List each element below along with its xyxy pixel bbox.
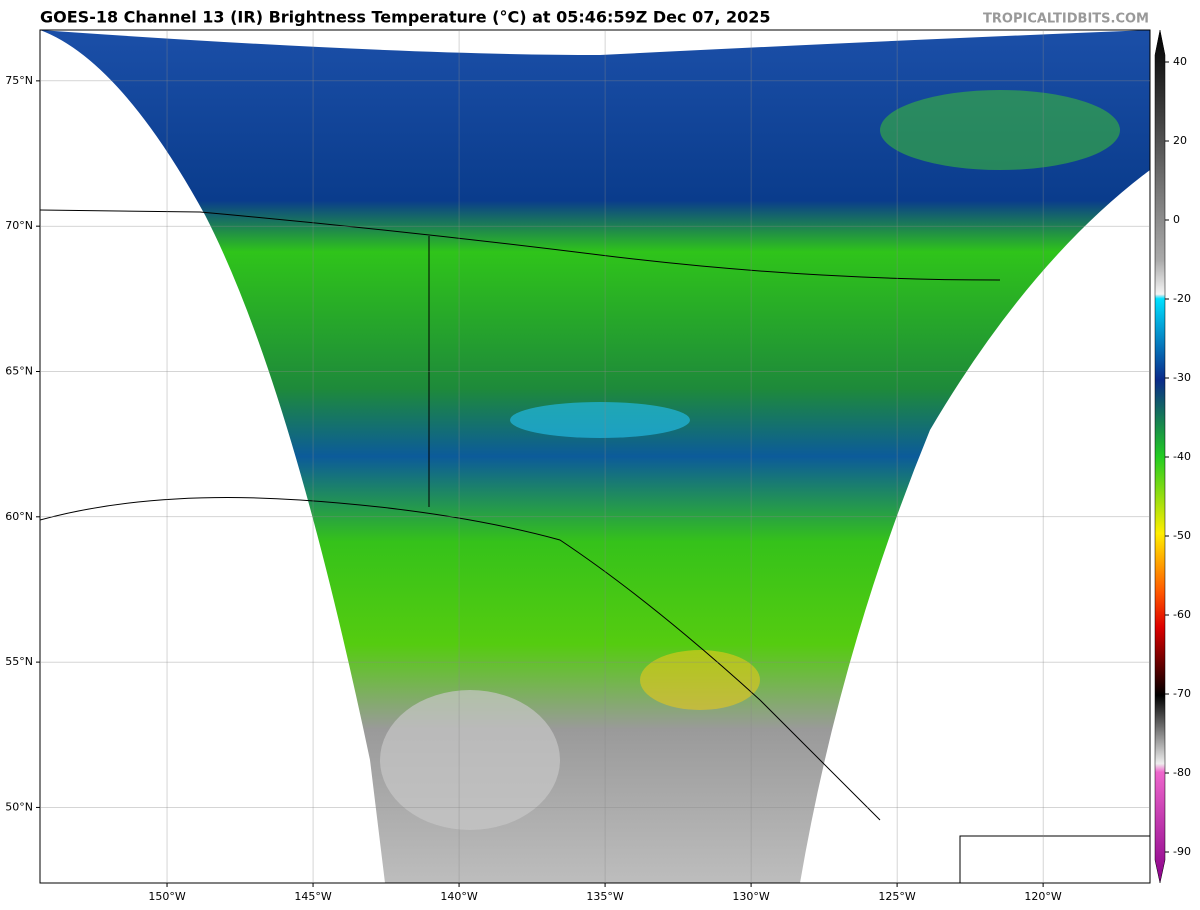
gridlines (40, 30, 1150, 883)
colorbar-label: -70 (1173, 687, 1191, 700)
colorbar-label: 0 (1173, 213, 1180, 226)
colorbar-label: 20 (1173, 134, 1187, 147)
colorbar-label: -30 (1173, 371, 1191, 384)
y-tick-label: 65°N (5, 364, 33, 377)
colorbar-label: -20 (1173, 292, 1191, 305)
y-tick-label: 50°N (5, 800, 33, 813)
title: GOES-18 Channel 13 (IR) Brightness Tempe… (40, 8, 771, 27)
colorbar-label: -80 (1173, 766, 1191, 779)
y-tick-label: 55°N (5, 655, 33, 668)
map-frame (39, 29, 1151, 884)
colorbar (1154, 29, 1166, 884)
colorbar-label: -40 (1173, 450, 1191, 463)
x-tick-label: 120°W (1024, 890, 1061, 903)
colorbar-label: 40 (1173, 55, 1187, 68)
y-tick-label: 75°N (5, 74, 33, 87)
y-tick-label: 60°N (5, 510, 33, 523)
y-tick-label: 70°N (5, 219, 33, 232)
x-tick-label: 135°W (586, 890, 623, 903)
x-tick-label: 140°W (440, 890, 477, 903)
colorbar-label: -90 (1173, 845, 1191, 858)
colorbar-label: -60 (1173, 608, 1191, 621)
x-tick-label: 130°W (732, 890, 769, 903)
imagery (40, 30, 1150, 883)
x-tick-label: 125°W (878, 890, 915, 903)
colorbar-label: -50 (1173, 529, 1191, 542)
watermark: TROPICALTIDBITS.COM (983, 12, 1149, 27)
x-tick-label: 150°W (148, 890, 185, 903)
x-tick-label: 145°W (294, 890, 331, 903)
